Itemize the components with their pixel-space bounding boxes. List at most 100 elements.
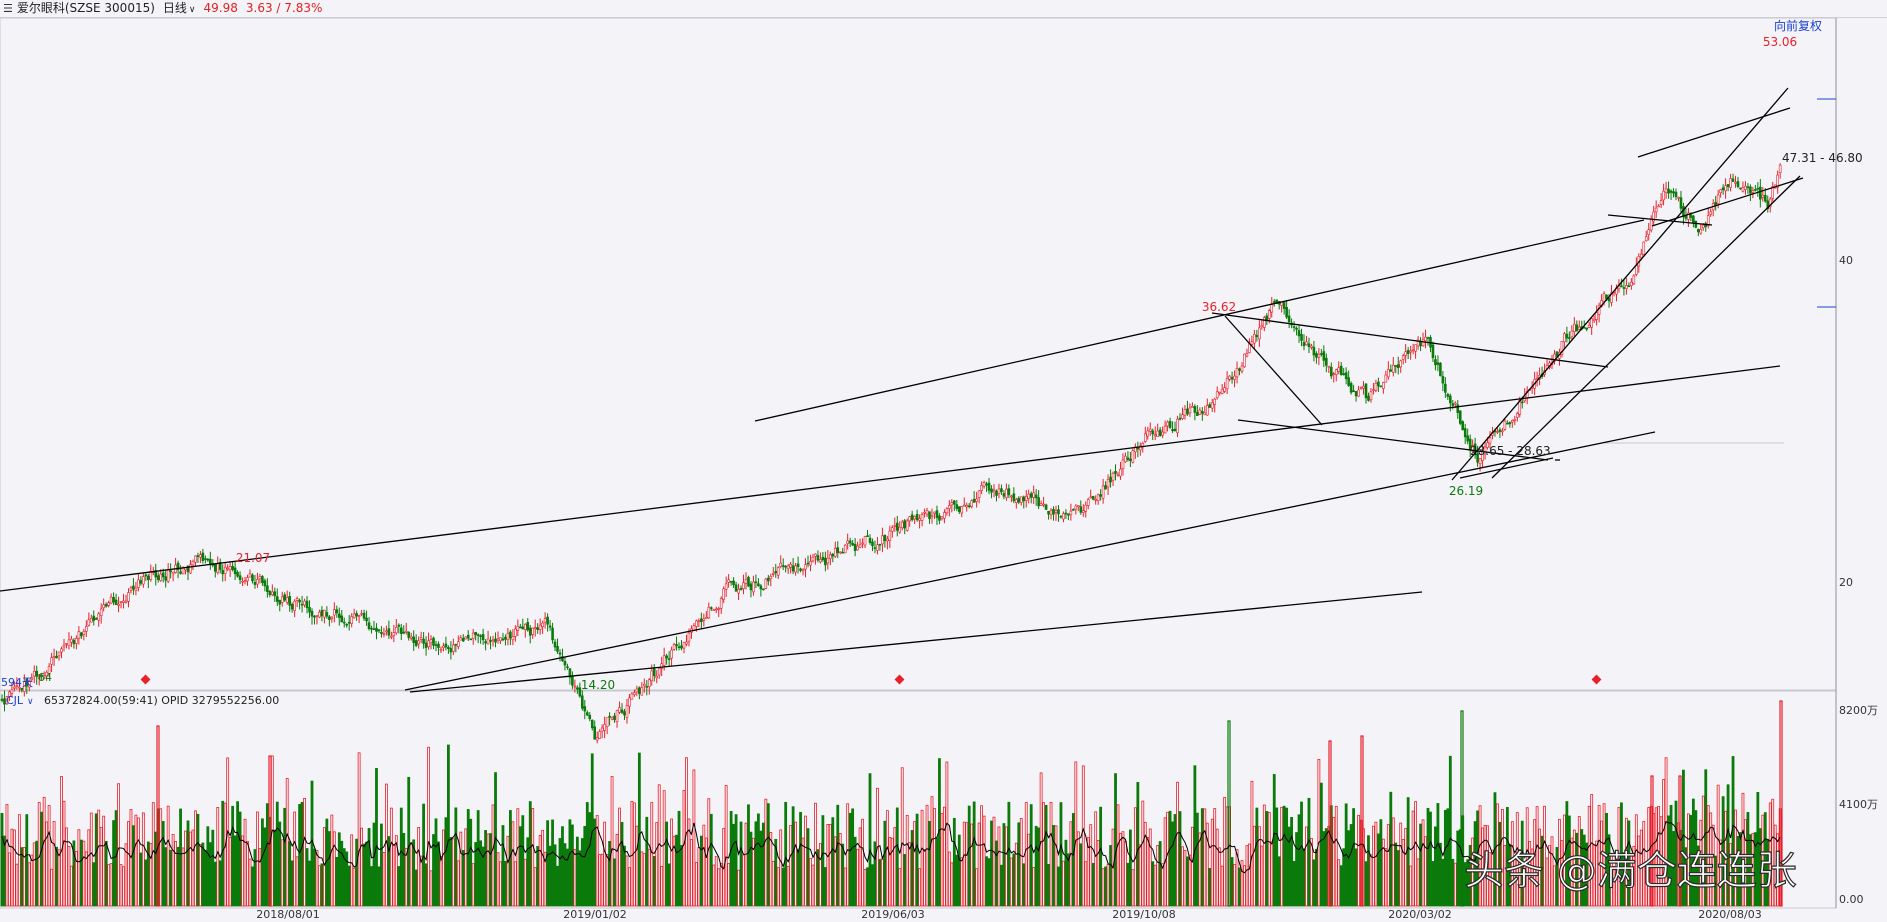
candle-body	[3, 698, 6, 705]
period-selector[interactable]: 日线 ∨	[163, 0, 196, 19]
candle-body	[1391, 364, 1395, 373]
candle-body	[1419, 341, 1422, 347]
event-diamond[interactable]	[140, 674, 151, 685]
volume-bar	[1496, 803, 1499, 907]
volume-bar	[308, 860, 311, 907]
volume-bar	[1163, 817, 1167, 907]
candle-body	[635, 688, 639, 693]
volume-bar	[1233, 863, 1236, 907]
candle-body	[625, 705, 629, 718]
volume-bar	[1431, 861, 1435, 907]
candle-body	[147, 575, 150, 581]
candle-body	[1344, 372, 1348, 380]
candle-body	[77, 631, 81, 639]
volume-bar	[955, 854, 959, 907]
candle-body	[345, 623, 349, 626]
candle-body	[1156, 430, 1159, 437]
time-tick-label: 2019/01/02	[563, 908, 626, 921]
candle-body	[1478, 458, 1482, 465]
volume-bar	[1096, 839, 1100, 907]
candle-body	[251, 574, 254, 582]
trendline[interactable]	[1459, 457, 1554, 479]
volume-bar	[831, 817, 835, 907]
trendline[interactable]	[1607, 214, 1713, 226]
volume-bar	[25, 814, 29, 907]
trendline[interactable]	[1651, 177, 1804, 227]
volume-bar	[940, 813, 944, 907]
event-diamond[interactable]	[1591, 674, 1602, 685]
volume-bar	[15, 863, 19, 907]
volume-bar	[531, 808, 535, 907]
volume-bar	[1389, 791, 1393, 907]
volume-bar	[764, 798, 768, 907]
volume-bar	[77, 829, 81, 907]
volume-bar	[27, 862, 31, 907]
candle-body	[903, 520, 907, 529]
trendline[interactable]	[1451, 87, 1789, 481]
candle-body	[1322, 351, 1326, 361]
volume-bar	[1315, 849, 1318, 907]
volume-bar	[1116, 804, 1120, 907]
trendline[interactable]	[409, 591, 1423, 693]
volume-bar	[821, 815, 825, 907]
volume-bar	[965, 822, 969, 907]
volume-bar	[444, 817, 448, 907]
volume-indicator-name[interactable]: CJL	[6, 694, 24, 707]
candle-body	[1305, 341, 1308, 346]
volume-bar	[863, 868, 867, 907]
price-adjust-label[interactable]: 向前复权	[1774, 18, 1822, 33]
volume-bar	[75, 851, 78, 907]
candle-body	[742, 582, 745, 589]
volume-bar	[687, 818, 691, 907]
candle-body	[1667, 188, 1670, 194]
candle-body	[657, 668, 661, 676]
candle-body	[253, 581, 257, 585]
volume-bar	[1106, 864, 1110, 907]
volume-bar	[164, 847, 168, 907]
trendline[interactable]	[1211, 312, 1609, 368]
volume-bar	[377, 866, 381, 907]
candle-body	[65, 643, 68, 645]
trendline[interactable]	[1637, 107, 1791, 158]
volume-bar	[1498, 821, 1502, 907]
volume-bar	[1575, 832, 1579, 907]
candle-body	[238, 575, 242, 580]
candle-body	[891, 527, 894, 532]
trendline[interactable]	[1491, 175, 1801, 479]
candle-body	[1501, 430, 1504, 433]
candle-body	[1374, 383, 1378, 391]
trendline[interactable]	[0, 365, 1781, 592]
volume-bar	[796, 849, 800, 907]
volume-bar	[1753, 832, 1757, 907]
candle-body	[1198, 409, 1202, 415]
candle-body	[424, 642, 428, 648]
volume-bar	[1429, 811, 1432, 907]
trendline[interactable]	[404, 431, 1656, 691]
candle-body	[955, 504, 959, 509]
trendline[interactable]	[1237, 419, 1549, 461]
menu-icon[interactable]: ☰	[3, 2, 13, 15]
volume-bar	[290, 860, 294, 907]
candle-body	[142, 576, 145, 585]
volume-bar	[1471, 837, 1475, 907]
candlestick-series	[0, 163, 1782, 744]
chevron-down-icon[interactable]: ∨	[27, 697, 34, 707]
trendline[interactable]	[1224, 315, 1323, 426]
candle-body	[347, 621, 351, 624]
event-diamond[interactable]	[894, 674, 905, 685]
candle-body	[687, 632, 691, 642]
volume-bar	[208, 842, 212, 907]
candle-body	[1029, 493, 1033, 498]
volume-bar	[1595, 840, 1599, 907]
candle-body	[1191, 406, 1194, 408]
candle-body	[1563, 333, 1566, 343]
candle-body	[325, 612, 329, 617]
volume-bar	[548, 845, 552, 907]
volume-bar	[1453, 862, 1457, 907]
candle-body	[1111, 472, 1115, 481]
candle-body	[546, 616, 549, 625]
trendline[interactable]	[754, 219, 1645, 422]
candle-body	[464, 636, 468, 640]
candle-body	[576, 687, 579, 690]
